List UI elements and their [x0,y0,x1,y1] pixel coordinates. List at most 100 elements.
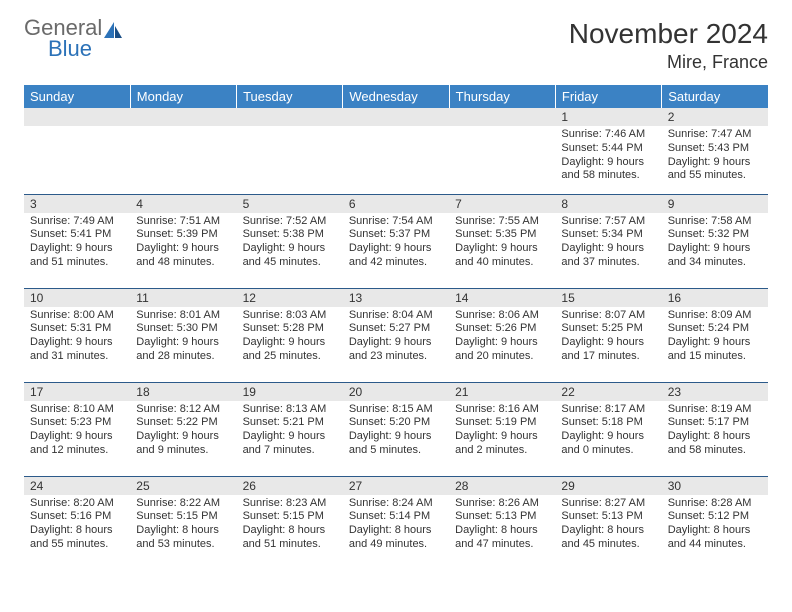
day-line: Daylight: 9 hours [30,242,124,256]
day-line: Sunrise: 7:58 AM [668,215,762,229]
day-line: Sunrise: 7:47 AM [668,128,762,142]
day-number: 28 [449,477,555,495]
day-details: Sunrise: 8:07 AMSunset: 5:25 PMDaylight:… [555,307,661,366]
page-title: November 2024 [569,18,768,50]
day-cell: 3Sunrise: 7:49 AMSunset: 5:41 PMDaylight… [24,194,130,288]
day-line: Sunrise: 8:28 AM [668,497,762,511]
day-line: Sunrise: 8:24 AM [349,497,443,511]
day-cell [130,108,236,194]
day-details: Sunrise: 8:16 AMSunset: 5:19 PMDaylight:… [449,401,555,460]
day-line: Sunset: 5:15 PM [243,510,337,524]
day-line: Sunrise: 8:06 AM [455,309,549,323]
day-line: and 5 minutes. [349,444,443,458]
day-cell: 22Sunrise: 8:17 AMSunset: 5:18 PMDayligh… [555,382,661,476]
day-cell: 21Sunrise: 8:16 AMSunset: 5:19 PMDayligh… [449,382,555,476]
day-number: 4 [130,195,236,213]
day-line: Sunrise: 8:00 AM [30,309,124,323]
day-details: Sunrise: 8:19 AMSunset: 5:17 PMDaylight:… [662,401,768,460]
day-cell: 5Sunrise: 7:52 AMSunset: 5:38 PMDaylight… [237,194,343,288]
day-line: Daylight: 9 hours [668,336,762,350]
week-row: 3Sunrise: 7:49 AMSunset: 5:41 PMDaylight… [24,194,768,288]
day-line: Sunrise: 7:52 AM [243,215,337,229]
day-number: 17 [24,383,130,401]
day-details: Sunrise: 7:55 AMSunset: 5:35 PMDaylight:… [449,213,555,272]
day-details: Sunrise: 8:03 AMSunset: 5:28 PMDaylight:… [237,307,343,366]
day-header: Thursday [449,85,555,108]
day-number: 7 [449,195,555,213]
day-number: 30 [662,477,768,495]
day-number: 29 [555,477,661,495]
day-line: Sunrise: 7:54 AM [349,215,443,229]
day-cell: 13Sunrise: 8:04 AMSunset: 5:27 PMDayligh… [343,288,449,382]
calendar-body: 1Sunrise: 7:46 AMSunset: 5:44 PMDaylight… [24,108,768,570]
day-line: Sunrise: 8:12 AM [136,403,230,417]
day-line: Sunrise: 8:17 AM [561,403,655,417]
day-line: Sunset: 5:39 PM [136,228,230,242]
day-line: and 20 minutes. [455,350,549,364]
day-cell: 27Sunrise: 8:24 AMSunset: 5:14 PMDayligh… [343,476,449,570]
day-number-empty [24,108,130,126]
day-line: Sunrise: 8:19 AM [668,403,762,417]
day-details: Sunrise: 8:12 AMSunset: 5:22 PMDaylight:… [130,401,236,460]
week-row: 1Sunrise: 7:46 AMSunset: 5:44 PMDaylight… [24,108,768,194]
day-cell: 6Sunrise: 7:54 AMSunset: 5:37 PMDaylight… [343,194,449,288]
day-line: Sunset: 5:35 PM [455,228,549,242]
day-line: Sunset: 5:21 PM [243,416,337,430]
day-cell: 12Sunrise: 8:03 AMSunset: 5:28 PMDayligh… [237,288,343,382]
day-number: 21 [449,383,555,401]
day-details: Sunrise: 8:04 AMSunset: 5:27 PMDaylight:… [343,307,449,366]
day-cell: 11Sunrise: 8:01 AMSunset: 5:30 PMDayligh… [130,288,236,382]
day-details: Sunrise: 8:06 AMSunset: 5:26 PMDaylight:… [449,307,555,366]
day-cell: 9Sunrise: 7:58 AMSunset: 5:32 PMDaylight… [662,194,768,288]
day-line: Sunset: 5:41 PM [30,228,124,242]
day-line: Daylight: 9 hours [349,242,443,256]
day-number: 5 [237,195,343,213]
day-header: Tuesday [237,85,343,108]
day-cell: 4Sunrise: 7:51 AMSunset: 5:39 PMDaylight… [130,194,236,288]
day-line: and 58 minutes. [561,169,655,183]
logo-word-blue: Blue [48,39,102,60]
day-line: Sunset: 5:17 PM [668,416,762,430]
day-line: Daylight: 9 hours [243,242,337,256]
day-cell [24,108,130,194]
day-cell: 24Sunrise: 8:20 AMSunset: 5:16 PMDayligh… [24,476,130,570]
day-line: Daylight: 9 hours [561,242,655,256]
day-cell: 19Sunrise: 8:13 AMSunset: 5:21 PMDayligh… [237,382,343,476]
day-line: Sunrise: 8:10 AM [30,403,124,417]
day-line: Sunrise: 8:27 AM [561,497,655,511]
day-line: Daylight: 8 hours [136,524,230,538]
day-line: Sunrise: 8:16 AM [455,403,549,417]
day-details: Sunrise: 8:24 AMSunset: 5:14 PMDaylight:… [343,495,449,554]
day-number: 9 [662,195,768,213]
day-number: 3 [24,195,130,213]
day-line: and 17 minutes. [561,350,655,364]
day-line: Daylight: 9 hours [30,336,124,350]
day-line: Sunrise: 8:01 AM [136,309,230,323]
day-line: and 40 minutes. [455,256,549,270]
day-cell: 30Sunrise: 8:28 AMSunset: 5:12 PMDayligh… [662,476,768,570]
title-block: November 2024 Mire, France [569,18,768,73]
day-number: 14 [449,289,555,307]
day-number: 24 [24,477,130,495]
day-line: Sunrise: 8:07 AM [561,309,655,323]
day-line: Sunrise: 8:03 AM [243,309,337,323]
day-number: 11 [130,289,236,307]
day-details: Sunrise: 8:13 AMSunset: 5:21 PMDaylight:… [237,401,343,460]
day-line: Sunset: 5:30 PM [136,322,230,336]
day-cell: 18Sunrise: 8:12 AMSunset: 5:22 PMDayligh… [130,382,236,476]
day-line: Daylight: 8 hours [30,524,124,538]
day-line: Sunset: 5:26 PM [455,322,549,336]
day-header-row: SundayMondayTuesdayWednesdayThursdayFrid… [24,85,768,108]
day-line: Daylight: 9 hours [136,430,230,444]
day-header: Monday [130,85,236,108]
day-line: and 58 minutes. [668,444,762,458]
day-cell: 15Sunrise: 8:07 AMSunset: 5:25 PMDayligh… [555,288,661,382]
day-details: Sunrise: 7:57 AMSunset: 5:34 PMDaylight:… [555,213,661,272]
day-line: Sunrise: 8:15 AM [349,403,443,417]
day-details: Sunrise: 7:49 AMSunset: 5:41 PMDaylight:… [24,213,130,272]
day-line: and 55 minutes. [30,538,124,552]
day-cell: 17Sunrise: 8:10 AMSunset: 5:23 PMDayligh… [24,382,130,476]
day-number: 23 [662,383,768,401]
day-line: Daylight: 9 hours [455,242,549,256]
day-line: Sunset: 5:32 PM [668,228,762,242]
